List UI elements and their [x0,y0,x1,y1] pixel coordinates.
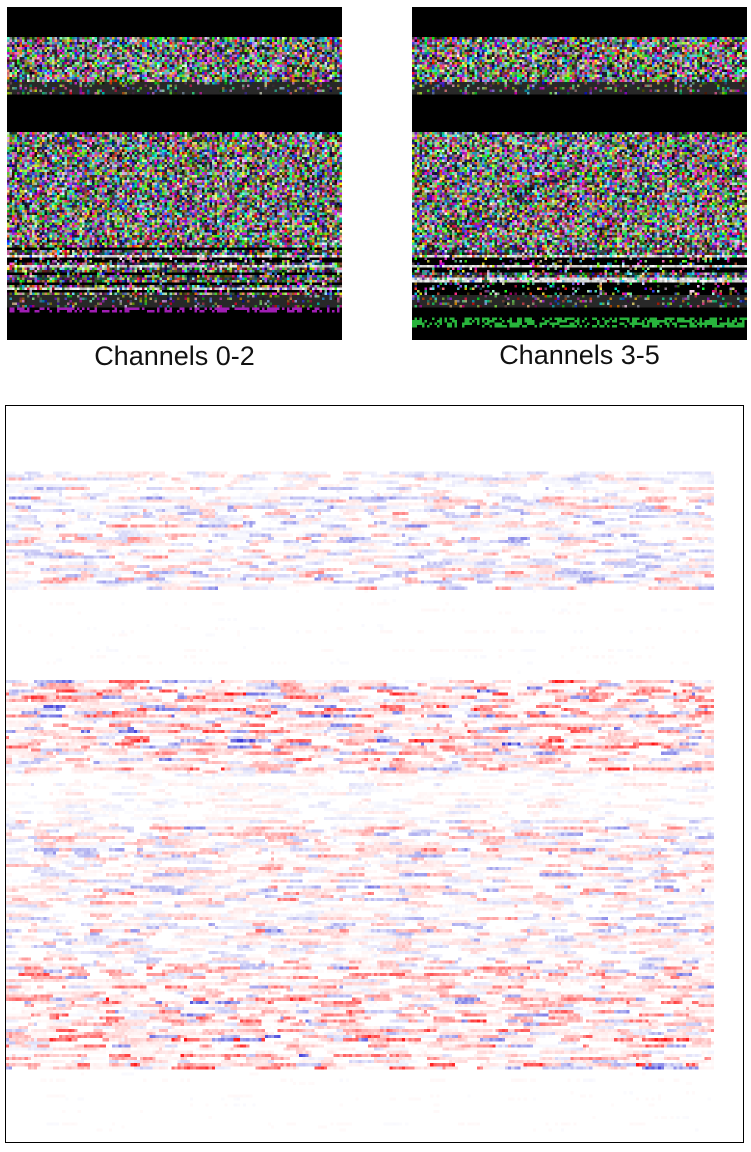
channels-0-2-image [7,7,342,340]
channels-3-5-image [412,7,747,340]
channels-0-2-caption: Channels 0-2 [94,341,255,371]
channels-3-5-caption: Channels 3-5 [499,340,660,370]
attribution-heatmap [5,405,744,1143]
